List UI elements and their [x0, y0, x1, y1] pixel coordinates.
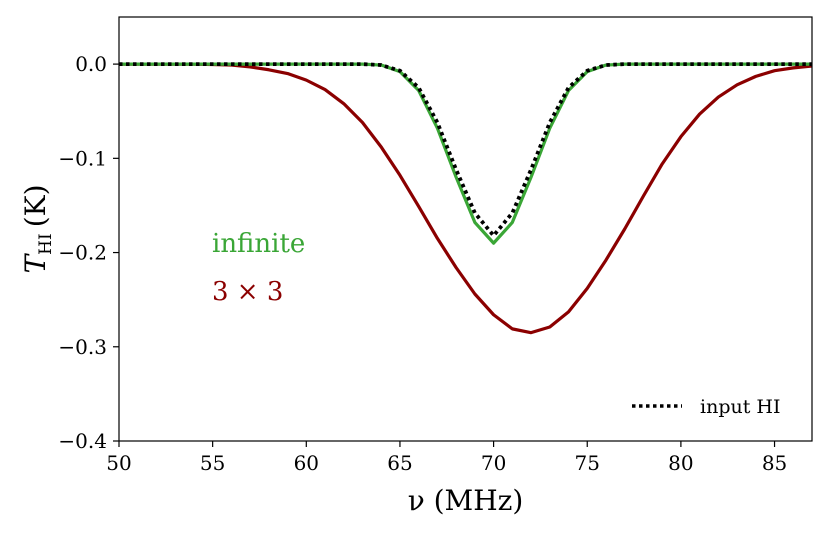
- y-tick-label: −0.4: [58, 429, 107, 453]
- y-axis-label-unit: (K): [19, 185, 52, 228]
- series-line-infinite: [119, 62, 812, 245]
- x-tick-label: 65: [387, 451, 412, 475]
- legend-label-input-hi: input HI: [700, 396, 780, 418]
- y-axis-ticks: 0.0 −0.1 −0.2 −0.3 −0.4: [58, 52, 119, 453]
- annotation-3x3: 3 × 3: [212, 277, 283, 307]
- x-tick-label: 50: [106, 451, 131, 475]
- annotation-infinite: infinite: [212, 229, 305, 259]
- x-tick-label: 80: [668, 451, 693, 475]
- y-axis-label-symbol: T: [19, 253, 52, 274]
- y-tick-label: −0.2: [58, 241, 107, 265]
- plot-frame: [118, 16, 813, 442]
- x-tick-label: 55: [200, 451, 225, 475]
- y-axis-label: THI (K): [19, 185, 56, 274]
- svg-text:THI(K): THI (K): [19, 185, 56, 274]
- x-tick-label: 70: [481, 451, 506, 475]
- y-tick-label: −0.3: [58, 335, 107, 359]
- y-axis-label-subscript: HI: [36, 233, 56, 255]
- x-axis-ticks: 50 55 60 65 70 75 80 85: [106, 441, 787, 475]
- series-layer: [119, 62, 812, 335]
- x-tick-label: 85: [762, 451, 787, 475]
- y-tick-label: −0.1: [58, 146, 107, 170]
- x-tick-label: 60: [294, 451, 319, 475]
- series-line-input-hi: [119, 62, 812, 238]
- x-axis-label: ν (MHz): [408, 484, 524, 517]
- x-tick-label: 75: [575, 451, 600, 475]
- y-tick-label: 0.0: [75, 52, 107, 76]
- legend: input HI: [632, 396, 780, 418]
